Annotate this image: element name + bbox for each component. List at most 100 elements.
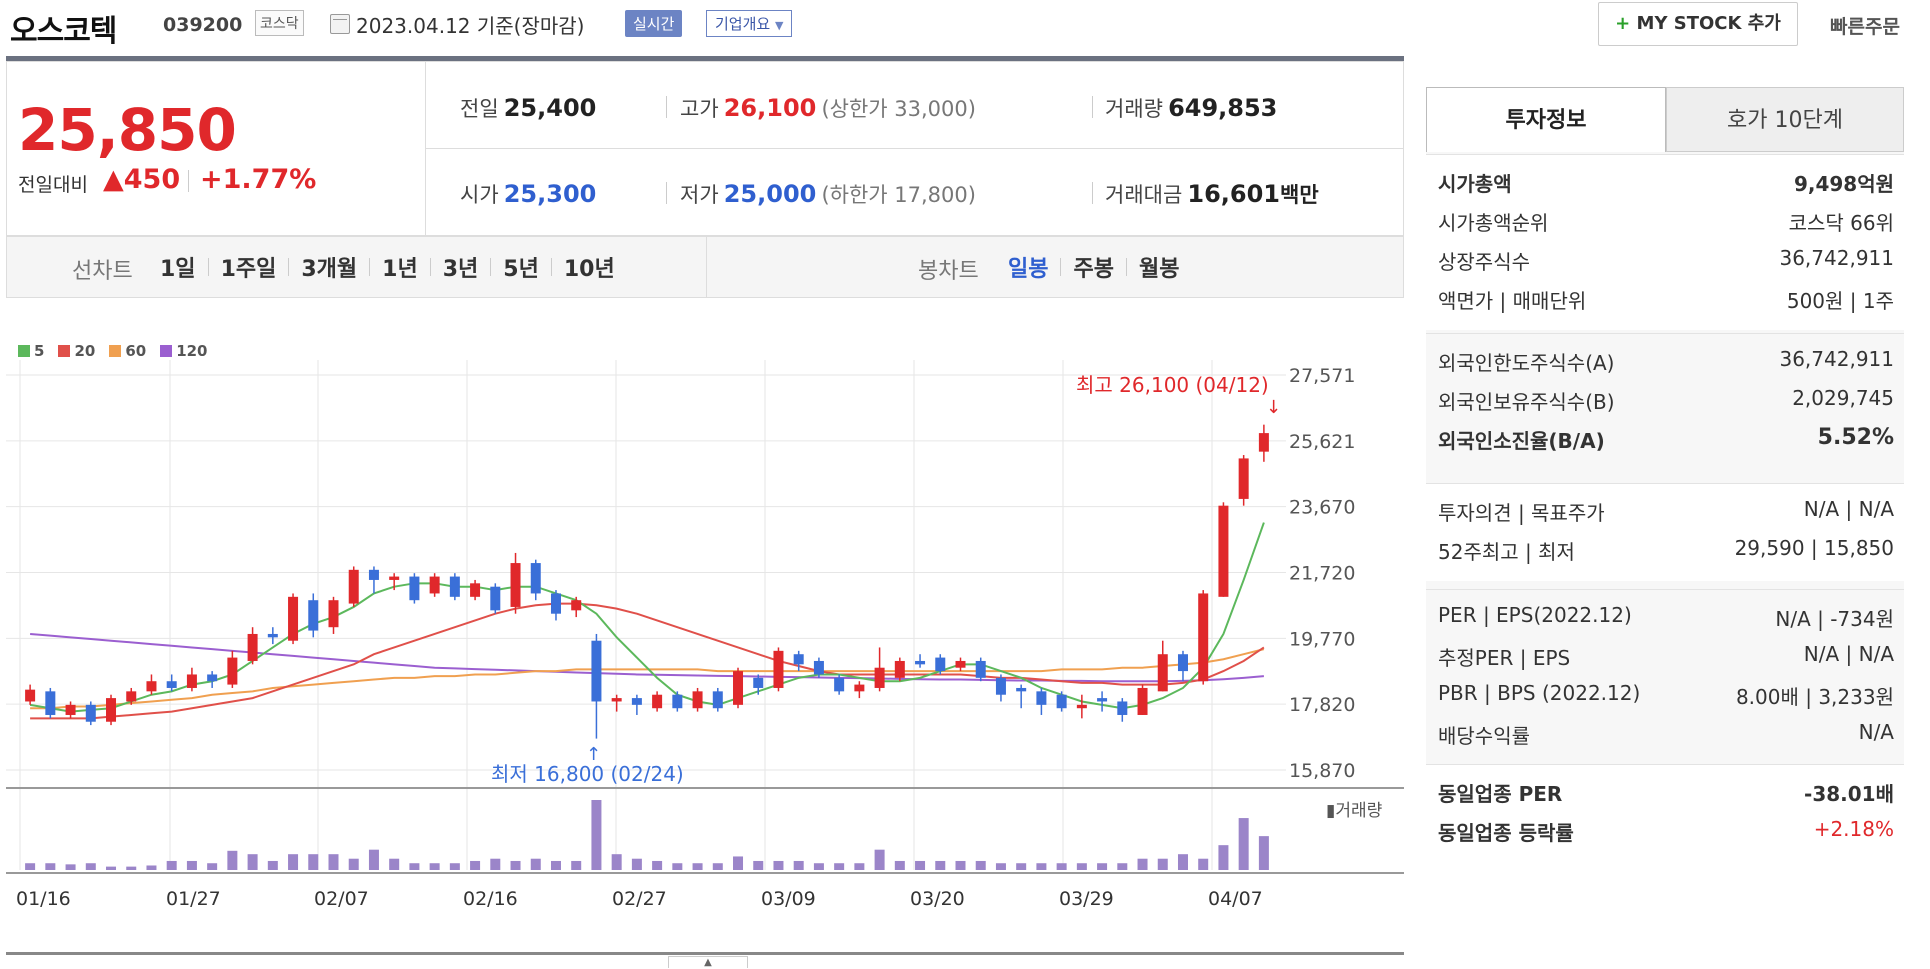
info-label[interactable]: 동일업종 PER bbox=[1438, 782, 1563, 806]
candle-body bbox=[611, 698, 622, 702]
info-label[interactable]: 외국인소진율(B/A) bbox=[1438, 429, 1605, 453]
collapse-chevron-icon[interactable]: ▲ bbox=[668, 956, 748, 968]
candle-body bbox=[288, 596, 299, 641]
candle-body bbox=[935, 657, 946, 672]
info-label[interactable]: 동일업종 등락률 bbox=[1438, 821, 1574, 845]
volume-bar bbox=[510, 860, 521, 870]
info-label[interactable]: 배당수익률 bbox=[1438, 724, 1530, 748]
x-tick-label: 01/16 bbox=[16, 888, 71, 910]
mystock-add-button[interactable]: + MY STOCK 추가 bbox=[1598, 2, 1798, 46]
info-row: 시가총액순위 코스닥 66위 bbox=[1438, 207, 1894, 236]
volume-bar bbox=[550, 860, 561, 870]
volume-bar bbox=[955, 860, 966, 870]
info-value: 36,742,911 bbox=[1779, 246, 1894, 270]
tab-orderbook[interactable]: 호가 10단계 bbox=[1666, 87, 1904, 152]
volume-bar bbox=[793, 860, 804, 870]
candle-body bbox=[1076, 704, 1087, 709]
x-tick-label: 02/27 bbox=[612, 888, 667, 910]
candle-body bbox=[1157, 654, 1168, 692]
info-value: 8.00배 | 3,233원 bbox=[1735, 685, 1894, 709]
candle-body bbox=[126, 691, 137, 702]
change-label: 전일대비 bbox=[18, 174, 88, 196]
volume-bar bbox=[126, 866, 137, 870]
volume-bar bbox=[1016, 863, 1027, 870]
legend-ma-5: 5 bbox=[18, 342, 44, 360]
ma-line-ma60 bbox=[30, 648, 1265, 710]
volume-bar bbox=[915, 860, 926, 870]
tab-separator bbox=[1125, 258, 1127, 276]
price-chart[interactable]: 27,571 25,621 23,670 21,720 19,770 17,820 15,8… bbox=[6, 360, 1404, 960]
chart-tabbar bbox=[6, 236, 1404, 298]
x-tick-label: 01/27 bbox=[166, 888, 221, 910]
info-label[interactable]: 시가총액순위 bbox=[1438, 211, 1549, 235]
candle-body bbox=[1056, 694, 1067, 709]
chart-tab-3년[interactable]: 3년 bbox=[442, 257, 479, 282]
info-value: N/A | N/A bbox=[1803, 497, 1894, 521]
info-label[interactable]: 시가총액 bbox=[1438, 172, 1512, 196]
quick-order-link[interactable]: 빠른주문 bbox=[1830, 16, 1900, 38]
chart-tab-10년[interactable]: 10년 bbox=[563, 257, 615, 282]
candle-body bbox=[85, 704, 96, 722]
chart-tab-1주일[interactable]: 1주일 bbox=[220, 257, 277, 282]
x-tick-label: 03/20 bbox=[910, 888, 965, 910]
volume-value: 649,853 bbox=[1168, 94, 1278, 122]
info-value: N/A | -734원 bbox=[1775, 607, 1894, 631]
candle-body bbox=[166, 681, 177, 688]
info-label[interactable]: 액면가 | 매매단위 bbox=[1438, 289, 1587, 313]
volume-bar bbox=[449, 863, 460, 870]
amount-value: 16,601 bbox=[1187, 180, 1280, 208]
candle-body bbox=[652, 694, 663, 709]
legend-ma-20: 20 bbox=[58, 342, 95, 360]
info-value: -38.01배 bbox=[1804, 782, 1894, 806]
realtime-button[interactable]: 실시간 bbox=[625, 10, 683, 37]
volume-bar bbox=[470, 860, 481, 870]
tab-separator bbox=[1060, 258, 1062, 276]
chart-tab-3개월[interactable]: 3개월 bbox=[301, 257, 358, 282]
info-value: 코스닥 66위 bbox=[1788, 211, 1894, 235]
candle-body bbox=[146, 681, 157, 692]
volume-bar bbox=[530, 858, 541, 870]
info-label[interactable]: 상장주식수 bbox=[1438, 250, 1530, 274]
chart-tab-주봉[interactable]: 주봉 bbox=[1073, 257, 1114, 282]
y-tick-label: 17,820 bbox=[1289, 694, 1355, 716]
legend-swatch bbox=[18, 345, 30, 357]
chart-tab-1일[interactable]: 1일 bbox=[160, 257, 196, 282]
info-label[interactable]: 외국인한도주식수(A) bbox=[1438, 351, 1615, 375]
candle-body bbox=[733, 671, 744, 705]
volume-bar bbox=[328, 854, 339, 870]
candle-body bbox=[753, 677, 764, 688]
info-label[interactable]: 추정PER | EPS bbox=[1438, 646, 1571, 670]
up-arrow-icon: ↑ bbox=[586, 744, 601, 765]
company-overview-button[interactable]: 기업개요 ▼ bbox=[706, 10, 793, 37]
volume-bar bbox=[935, 860, 946, 870]
header-divider bbox=[6, 56, 1404, 61]
dropdown-arrow-icon: ▼ bbox=[774, 19, 784, 32]
volume-bar bbox=[753, 860, 764, 870]
info-label[interactable]: 52주최고 | 최저 bbox=[1438, 540, 1575, 564]
chart-tab-월봉[interactable]: 월봉 bbox=[1138, 257, 1180, 282]
info-row: 상장주식수 36,742,911 bbox=[1438, 246, 1894, 275]
mystock-label: MY STOCK 추가 bbox=[1636, 13, 1781, 34]
volume-bar bbox=[1157, 858, 1168, 870]
candle-body bbox=[1016, 687, 1027, 692]
info-label[interactable]: 외국인보유주식수(B) bbox=[1438, 390, 1615, 414]
info-label[interactable]: PBR | BPS (2022.12) bbox=[1438, 681, 1641, 705]
lower-limit: (하한가 17,800) bbox=[821, 183, 976, 207]
info-label[interactable]: 투자의견 | 목표주가 bbox=[1438, 501, 1605, 525]
info-label[interactable]: PER | EPS(2022.12) bbox=[1438, 603, 1632, 627]
volume-bar bbox=[45, 863, 56, 870]
info-value: N/A bbox=[1858, 720, 1894, 744]
tab-invest-info[interactable]: 투자정보 bbox=[1426, 87, 1666, 152]
info-row: 시가총액 9,498억원 bbox=[1438, 168, 1894, 197]
divider bbox=[188, 170, 189, 192]
chart-tab-5년[interactable]: 5년 bbox=[503, 257, 539, 282]
candle-body bbox=[1238, 458, 1249, 499]
trade-amount: 거래대금 16,601백만 bbox=[1105, 179, 1319, 209]
chart-tab-1년[interactable]: 1년 bbox=[382, 257, 418, 282]
info-value: N/A | N/A bbox=[1803, 642, 1894, 666]
candle-body bbox=[591, 640, 602, 702]
volume-bar bbox=[631, 858, 642, 870]
volume-bar bbox=[429, 863, 440, 870]
chart-tab-일봉[interactable]: 일봉 bbox=[1008, 257, 1049, 282]
candle-body bbox=[368, 569, 379, 580]
